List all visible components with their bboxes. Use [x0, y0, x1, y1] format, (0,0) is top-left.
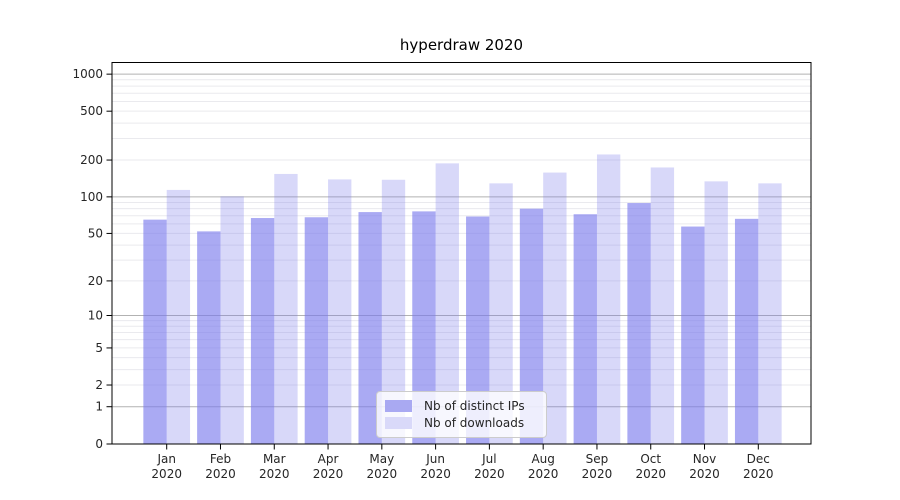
bar-nb-of-distinct-ips-sep	[573, 214, 597, 444]
x-tick-label-month: Apr	[318, 452, 339, 466]
bar-nb-of-downloads-apr	[328, 179, 352, 444]
bar-nb-of-distinct-ips-dec	[734, 218, 759, 444]
x-tick-label-year: 2020	[689, 467, 720, 481]
x-tick-label-year: 2020	[420, 467, 451, 481]
bar-nb-of-distinct-ips-jun	[412, 211, 436, 444]
x-tick-label-year: 2020	[313, 467, 344, 481]
legend-swatch-downloads	[385, 417, 412, 430]
x-tick-label-year: 2020	[474, 467, 505, 481]
x-tick-label-month: May	[369, 452, 394, 466]
bar-nb-of-distinct-ips-nov	[681, 226, 705, 444]
x-tick-label-year: 2020	[259, 467, 290, 481]
x-tick-label-year: 2020	[151, 467, 182, 481]
x-tick-label-year: 2020	[635, 467, 666, 481]
bar-nb-of-downloads-feb	[220, 196, 244, 444]
y-tick-label: 20	[88, 274, 103, 288]
x-tick-label-year: 2020	[743, 467, 774, 481]
bar-nb-of-distinct-ips-aug	[519, 208, 544, 444]
y-tick-label: 5	[95, 341, 103, 355]
y-tick-label: 500	[80, 104, 103, 118]
y-tick-label: 2	[95, 378, 103, 392]
plot-border	[111, 62, 812, 445]
x-tick-label-month: Oct	[640, 452, 661, 466]
x-tick-label-month: Sep	[586, 452, 609, 466]
y-tick-label: 200	[80, 153, 103, 167]
x-tick-label-year: 2020	[582, 467, 613, 481]
bar-nb-of-downloads-jan	[166, 189, 191, 444]
x-tick-label-month: Dec	[747, 452, 770, 466]
x-tick-label-year: 2020	[367, 467, 398, 481]
bar-nb-of-downloads-dec	[758, 183, 782, 444]
x-tick-label-year: 2020	[205, 467, 236, 481]
y-tick-label: 1000	[72, 67, 103, 81]
y-tick-label: 50	[88, 226, 103, 240]
bar-nb-of-downloads-sep	[596, 154, 621, 445]
x-tick-label-month: Mar	[263, 452, 286, 466]
x-tick-label-month: Feb	[210, 452, 231, 466]
x-tick-label-year: 2020	[528, 467, 559, 481]
x-tick-label-month: Aug	[531, 452, 554, 466]
x-tick-label-month: Jun	[425, 452, 445, 466]
bar-nb-of-downloads-jun	[435, 163, 459, 444]
y-tick-label: 100	[80, 190, 103, 204]
bar-nb-of-distinct-ips-jul	[466, 216, 490, 444]
x-tick-label-month: Jul	[481, 452, 496, 466]
bar-nb-of-downloads-nov	[704, 181, 728, 444]
bar-nb-of-downloads-oct	[650, 167, 675, 445]
bar-nb-of-distinct-ips-mar	[250, 218, 275, 444]
y-tick-label: 1	[95, 400, 103, 414]
legend-swatch-distinct-ips	[385, 399, 412, 412]
legend-row-downloads: Nb of downloads	[385, 415, 538, 433]
legend-row-distinct-ips: Nb of distinct IPs	[385, 397, 538, 415]
bar-nb-of-distinct-ips-may	[358, 212, 382, 444]
y-tick-label: 10	[88, 309, 103, 323]
bar-nb-of-downloads-may	[381, 179, 406, 444]
bar-nb-of-downloads-mar	[274, 173, 298, 444]
chart-title: hyperdraw 2020	[399, 36, 524, 54]
bar-nb-of-downloads-jul	[489, 183, 513, 444]
bar-nb-of-distinct-ips-jan	[143, 219, 167, 444]
x-tick-label-month: Nov	[693, 452, 716, 466]
legend: Nb of distinct IPs Nb of downloads	[376, 391, 547, 438]
x-tick-label-month: Jan	[156, 452, 176, 466]
legend-label-distinct-ips: Nb of distinct IPs	[424, 398, 525, 413]
legend-label-downloads: Nb of downloads	[424, 416, 525, 431]
bar-nb-of-distinct-ips-oct	[627, 203, 651, 444]
bar-nb-of-distinct-ips-apr	[304, 217, 329, 444]
bar-nb-of-distinct-ips-feb	[197, 231, 221, 444]
y-tick-label: 0	[95, 437, 103, 451]
bar-nb-of-downloads-aug	[543, 172, 567, 444]
